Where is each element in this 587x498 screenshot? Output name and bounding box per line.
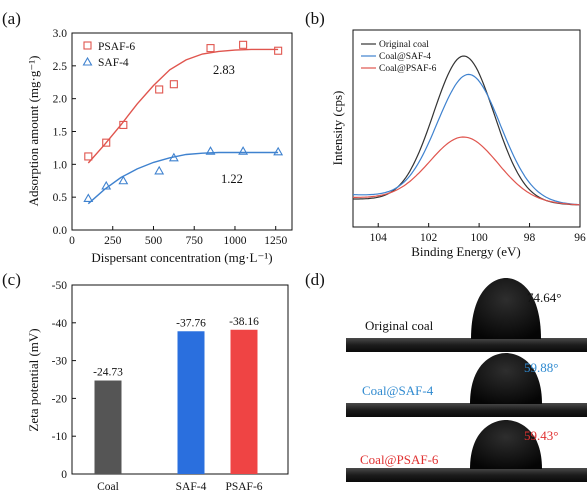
panel-label-d: (d): [305, 270, 325, 289]
legend-label-saf4: SAF-4: [98, 57, 129, 69]
data-point-psaf-6: [119, 120, 128, 129]
panel-a-y-tick-label: 3.0: [53, 28, 68, 40]
data-point-saf-4: [273, 146, 284, 156]
panel-a-y-tick-label: 0.0: [53, 225, 68, 237]
bar-coal: [94, 380, 122, 474]
panel-a-y-tick-label: 1.0: [53, 159, 68, 171]
panel-a-x-tick-label: 1000: [223, 235, 246, 247]
legend-label-original-coal: Original coal: [379, 40, 429, 50]
data-point-saf-4: [118, 175, 129, 185]
panel-a-data-points: [83, 40, 284, 203]
panel-a-y-tick-label: 0.5: [53, 192, 68, 204]
droplet-sample-label: Coal@PSAF-6: [360, 452, 439, 467]
panel-c-y-tick-label: -20: [52, 393, 68, 405]
panel-a-x-axis: 0 250 500 750 1000 1250: [69, 226, 287, 247]
substrate-surface: [346, 403, 587, 417]
bar-saf-4: [177, 331, 205, 474]
substrate-surface: [346, 338, 587, 352]
data-point-psaf-6: [169, 80, 178, 89]
panel-b-plot-frame: [352, 29, 581, 228]
panel-b-y-axis-label: Intensity (cps): [330, 91, 345, 166]
panel-a-y-tick-label: 2.5: [53, 61, 68, 73]
panel-b-x-tick-label: 104: [370, 232, 388, 244]
droplet-sample-label: Original coal: [365, 318, 434, 333]
panel-a-legend: PSAF-6 SAF-4: [82, 41, 135, 69]
data-point-psaf-6: [274, 46, 283, 55]
spectrum-line-coal-psaf-6: [353, 136, 581, 206]
panel-d-contact-angle-images: Original coal 74.64° Coal@SAF-4 59.88° Coal@…: [346, 278, 587, 482]
panel-a-x-tick-label: 0: [69, 235, 75, 247]
panel-a-x-tick-label: 750: [186, 235, 204, 247]
panel-a-y-tick-label: 1.5: [53, 127, 68, 139]
panel-a-annotation-psaf6: 2.83: [213, 63, 235, 77]
data-point-saf-4: [154, 165, 165, 175]
legend-label-coal-saf4: Coal@SAF-4: [379, 52, 431, 62]
data-point-psaf-6: [84, 152, 93, 161]
data-point-saf-4: [238, 146, 249, 155]
panel-b-x-tick-label: 102: [420, 232, 438, 244]
bar-category-label: PSAF-6: [225, 481, 262, 493]
contact-angle-value: 59.43°: [524, 428, 558, 443]
panel-c-y-tick-label: -50: [52, 280, 68, 292]
bar-value-label: -24.73: [93, 367, 123, 379]
panel-c-y-tick-label: -10: [52, 431, 68, 443]
bar-psaf-6: [230, 329, 258, 474]
panel-c-y-tick-label: -40: [52, 318, 68, 330]
spectrum-line-original-coal: [353, 55, 581, 206]
contact-angle-value: 74.64°: [527, 290, 561, 305]
panel-b-x-axis-label: Binding Energy (eV): [411, 244, 521, 259]
panel-c-y-tick-label: 0: [61, 469, 67, 481]
panel-a-x-tick-label: 1250: [264, 235, 287, 247]
panel-label-c: (c): [2, 270, 21, 289]
panel-a-x-tick-label: 250: [104, 235, 122, 247]
data-point-psaf-6: [102, 138, 111, 147]
panel-a-annotation-saf4: 1.22: [221, 172, 243, 186]
panel-a-y-tick-label: 2.0: [53, 94, 68, 106]
panel-a-fit-curves: [87, 48, 279, 205]
panel-a-y-axis: 0.0 0.5 1.0 1.5 2.0 2.5 3.0: [53, 28, 76, 237]
water-droplet: [470, 353, 542, 404]
substrate-surface: [346, 468, 587, 482]
data-point-psaf-6: [206, 44, 215, 53]
panel-label-b: (b): [305, 9, 325, 28]
panel-b-x-tick-label: 98: [524, 232, 536, 244]
legend-marker-saf4: [82, 56, 93, 66]
spectrum-line-coal-saf-4: [352, 73, 581, 206]
panel-a-y-axis-label: Adsorption amount (mg·g⁻¹): [26, 56, 41, 207]
data-point-saf-4: [83, 193, 94, 203]
panel-b-spectra: [352, 55, 581, 206]
bar-category-label: SAF-4: [176, 481, 207, 493]
water-droplet: [470, 420, 542, 469]
panel-c-y-axis-label: Zeta potential (mV): [26, 328, 41, 431]
fit-curve-psaf-6: [87, 48, 279, 164]
panel-b-x-tick-label: 96: [574, 232, 586, 244]
panel-b-legend: Original coal Coal@SAF-4 Coal@PSAF-6: [361, 40, 437, 74]
panel-c-y-tick-label: -30: [52, 356, 68, 368]
bar-value-label: -37.76: [176, 317, 206, 329]
data-point-saf-4: [205, 146, 216, 155]
panel-b-x-axis: 104 102 100 98 96: [370, 223, 586, 244]
fit-curve-saf-4: [87, 151, 279, 205]
panel-a-x-axis-label: Dispersant concentration (mg·L⁻¹): [91, 250, 272, 265]
panel-b-x-tick-label: 100: [470, 232, 488, 244]
panel-c-y-axis: 0 -10 -20 -30 -40 -50: [52, 280, 76, 481]
panel-label-a: (a): [2, 9, 21, 28]
bar-category-label: Coal: [97, 481, 119, 493]
legend-label-psaf6: PSAF-6: [98, 41, 135, 53]
panel-c-bars: -24.73 Coal -37.76 SAF-4 -38.16 PSAF-6: [93, 316, 263, 493]
panel-a-x-tick-label: 500: [145, 235, 163, 247]
data-point-psaf-6: [155, 85, 164, 94]
droplet-sample-label: Coal@SAF-4: [362, 383, 434, 398]
data-point-saf-4: [101, 180, 112, 190]
bar-value-label: -38.16: [229, 316, 259, 328]
legend-label-coal-psaf6: Coal@PSAF-6: [379, 64, 437, 74]
data-point-saf-4: [168, 152, 179, 162]
data-point-psaf-6: [239, 40, 248, 49]
water-droplet: [471, 278, 541, 339]
legend-marker-psaf6: [83, 41, 92, 50]
contact-angle-value: 59.88°: [524, 360, 558, 375]
